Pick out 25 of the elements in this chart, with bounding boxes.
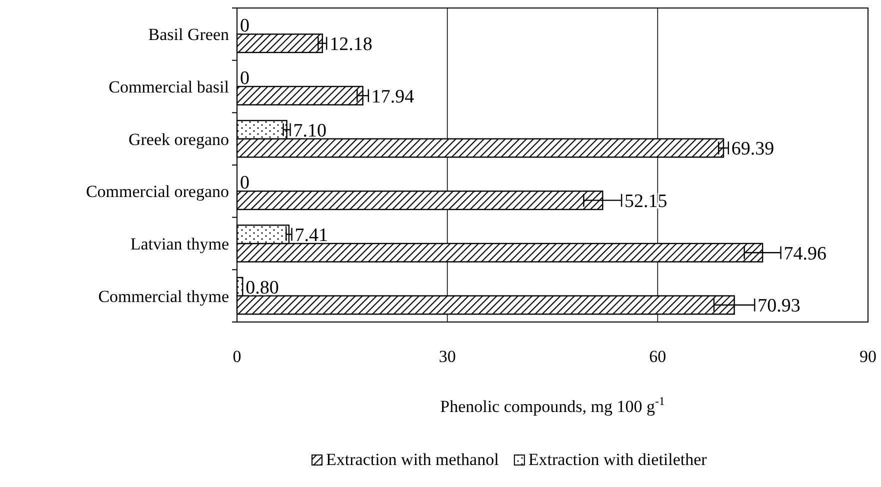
legend-label: Extraction with dietilether bbox=[528, 450, 708, 469]
data-label: 70.93 bbox=[758, 296, 800, 317]
legend-label: Extraction with methanol bbox=[326, 450, 500, 469]
data-label: 0 bbox=[240, 16, 250, 37]
data-label: 74.96 bbox=[784, 243, 827, 264]
y-tick-label: Commercial thyme bbox=[98, 286, 229, 306]
data-label: 0 bbox=[240, 68, 250, 89]
x-axis-title: Phenolic compounds, mg 100 g$^{-1}$ bbox=[440, 394, 665, 416]
x-tick-label: 90 bbox=[860, 347, 876, 366]
data-label: 69.39 bbox=[731, 138, 774, 160]
y-tick-label: Basil Green bbox=[148, 25, 230, 44]
data-label: 12.18 bbox=[330, 34, 372, 55]
y-tick-label: Commercial oregano bbox=[86, 182, 229, 202]
data-label: 0 bbox=[240, 172, 250, 194]
data-label: 7.41 bbox=[294, 224, 328, 246]
x-tick-label: 30 bbox=[438, 347, 456, 366]
bar bbox=[236, 34, 323, 54]
data-label: 17.94 bbox=[371, 86, 415, 108]
y-tick-label: Greek oregano bbox=[128, 130, 229, 149]
data-label: 7.10 bbox=[293, 120, 327, 142]
y-tick-label: Latvian thyme bbox=[130, 234, 229, 254]
x-tick-label: 60 bbox=[649, 347, 666, 366]
x-tick-label: 0 bbox=[232, 347, 242, 366]
data-label: 0.80 bbox=[246, 277, 279, 298]
y-tick-label: Commercial basil bbox=[108, 77, 230, 96]
